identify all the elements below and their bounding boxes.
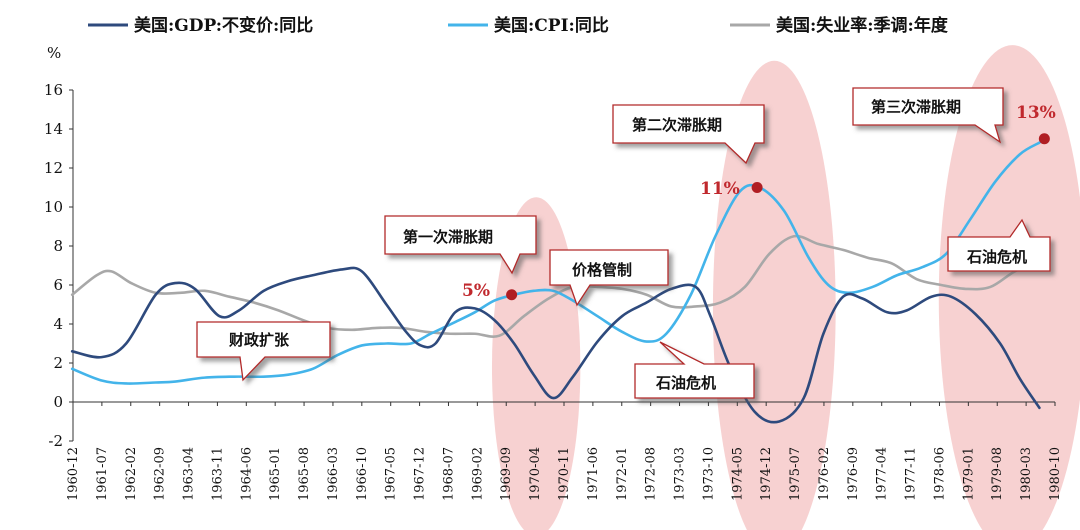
callout-third-stagflation <box>852 87 1004 144</box>
x-tick-label: 1980-03 <box>1019 447 1034 501</box>
y-tick-label: 16 <box>44 81 63 99</box>
series-line-gdp <box>70 266 1041 424</box>
y-tick-label: 0 <box>53 393 63 411</box>
callout-fiscal-expansion <box>196 321 331 382</box>
x-tick-label: 1976-09 <box>846 447 861 501</box>
series-lines <box>70 141 1041 424</box>
peak-label-second: 11% <box>700 179 740 199</box>
callout-oil-crisis-1 <box>634 341 755 399</box>
y-tick-label: 10 <box>44 198 63 216</box>
x-tick-label: 1967-12 <box>413 447 428 501</box>
callout-third-stagflation-text: 第三次滞胀期 <box>871 98 961 116</box>
x-tick-label: 1977-04 <box>875 447 890 501</box>
y-tick-label: 8 <box>53 237 63 255</box>
legend-item-unemployment: 美国:失业率:季调:年度 <box>730 15 949 36</box>
peak-label-third: 13% <box>1016 103 1056 123</box>
x-tick-label: 1970-11 <box>557 447 572 501</box>
y-tick-label: 14 <box>44 120 63 138</box>
y-tick-label: -2 <box>48 432 63 450</box>
x-tick-label: 1964-06 <box>239 447 254 501</box>
callout-first-stagflation <box>384 215 537 275</box>
highlight-ellipse-2 <box>712 60 836 530</box>
callout-first-stagflation-text: 第一次滞胀期 <box>403 228 493 246</box>
series-line-unemployment <box>70 234 1041 338</box>
y-axis-unit: % <box>47 44 61 62</box>
x-tick-label: 1960-12 <box>66 447 81 501</box>
x-tick-label: 1962-09 <box>153 447 168 501</box>
series-line-cpi <box>70 141 1041 385</box>
peak-label-first: 5% <box>462 281 490 301</box>
x-tick-label: 1980-10 <box>1048 447 1063 501</box>
x-tick-label: 1979-08 <box>990 447 1005 501</box>
callout-oil-crisis-2 <box>947 218 1051 272</box>
x-tick-label: 1972-08 <box>644 447 659 501</box>
peak-marker-2 <box>751 182 763 193</box>
x-tick-label: 1977-11 <box>904 447 919 501</box>
peak-marker-3 <box>1038 133 1050 145</box>
x-tick-label: 1965-01 <box>268 447 283 501</box>
legend-label-unemployment: 美国:失业率:季调:年度 <box>776 15 949 36</box>
x-tick-label: 1975-07 <box>788 447 803 501</box>
callout-oil-crisis-1-text: 石油危机 <box>655 374 716 392</box>
y-tick-label: 6 <box>53 276 63 294</box>
x-tick-label: 1965-08 <box>297 447 312 501</box>
axes: -2 0 2 4 6 8 10 12 14 16 1960-12 1961-07 1962-02 1962… <box>44 81 1063 501</box>
legend-label-cpi: 美国:CPI:同比 <box>494 15 609 36</box>
callout-price-control-text: 价格管制 <box>572 261 632 279</box>
x-tick-label: 1969-09 <box>499 447 514 501</box>
legend-item-cpi: 美国:CPI:同比 <box>448 15 609 36</box>
callout-oil-crisis-2-text: 石油危机 <box>966 248 1027 266</box>
x-tick-label: 1978-06 <box>932 447 947 501</box>
x-tick-label: 1971-06 <box>586 447 601 501</box>
legend-label-gdp: 美国:GDP:不变价:同比 <box>134 15 313 36</box>
x-tick-label: 1968-07 <box>441 447 456 501</box>
y-tick-label: 2 <box>53 354 63 372</box>
x-tick-label: 1974-05 <box>730 447 745 501</box>
x-tick-label: 1974-12 <box>759 447 774 501</box>
legend: 美国:GDP:不变价:同比 美国:CPI:同比 美国:失业率:季调:年度 <box>88 15 949 36</box>
legend-item-gdp: 美国:GDP:不变价:同比 <box>88 15 313 36</box>
x-tick-label: 1969-02 <box>470 447 485 501</box>
x-tick-label: 1966-03 <box>326 447 341 501</box>
x-tick-label: 1979-01 <box>961 447 976 501</box>
x-tick-label: 1972-01 <box>615 447 630 501</box>
x-tick-label: 1963-11 <box>210 447 225 501</box>
x-tick-label: 1966-10 <box>355 447 370 501</box>
callouts: 财政扩张 第一次滞胀期 价格管制 石油危机 第二次滞胀期 第三次滞胀期 石油危机 <box>196 87 1051 399</box>
callout-second-stagflation <box>612 104 765 165</box>
callout-price-control <box>549 249 669 307</box>
x-tick-label: 1976-02 <box>817 447 832 501</box>
peak-marker-1 <box>506 289 518 301</box>
x-tick-label: 1967-05 <box>384 447 399 501</box>
x-tick-label: 1970-04 <box>528 447 543 501</box>
highlight-ellipse-3 <box>938 45 1080 530</box>
y-tick-label: 12 <box>44 159 63 177</box>
x-tick-label: 1961-07 <box>95 447 110 501</box>
callout-second-stagflation-text: 第二次滞胀期 <box>632 116 722 134</box>
x-tick-label: 1962-02 <box>124 447 139 501</box>
peak-markers <box>506 133 1050 301</box>
highlight-ellipses <box>491 45 1080 530</box>
x-tick-label: 1973-03 <box>673 447 688 501</box>
x-tick-label: 1963-04 <box>182 447 197 501</box>
x-tick-label: 1973-10 <box>701 447 716 501</box>
callout-fiscal-expansion-text: 财政扩张 <box>229 331 290 349</box>
y-tick-label: 4 <box>53 315 63 333</box>
